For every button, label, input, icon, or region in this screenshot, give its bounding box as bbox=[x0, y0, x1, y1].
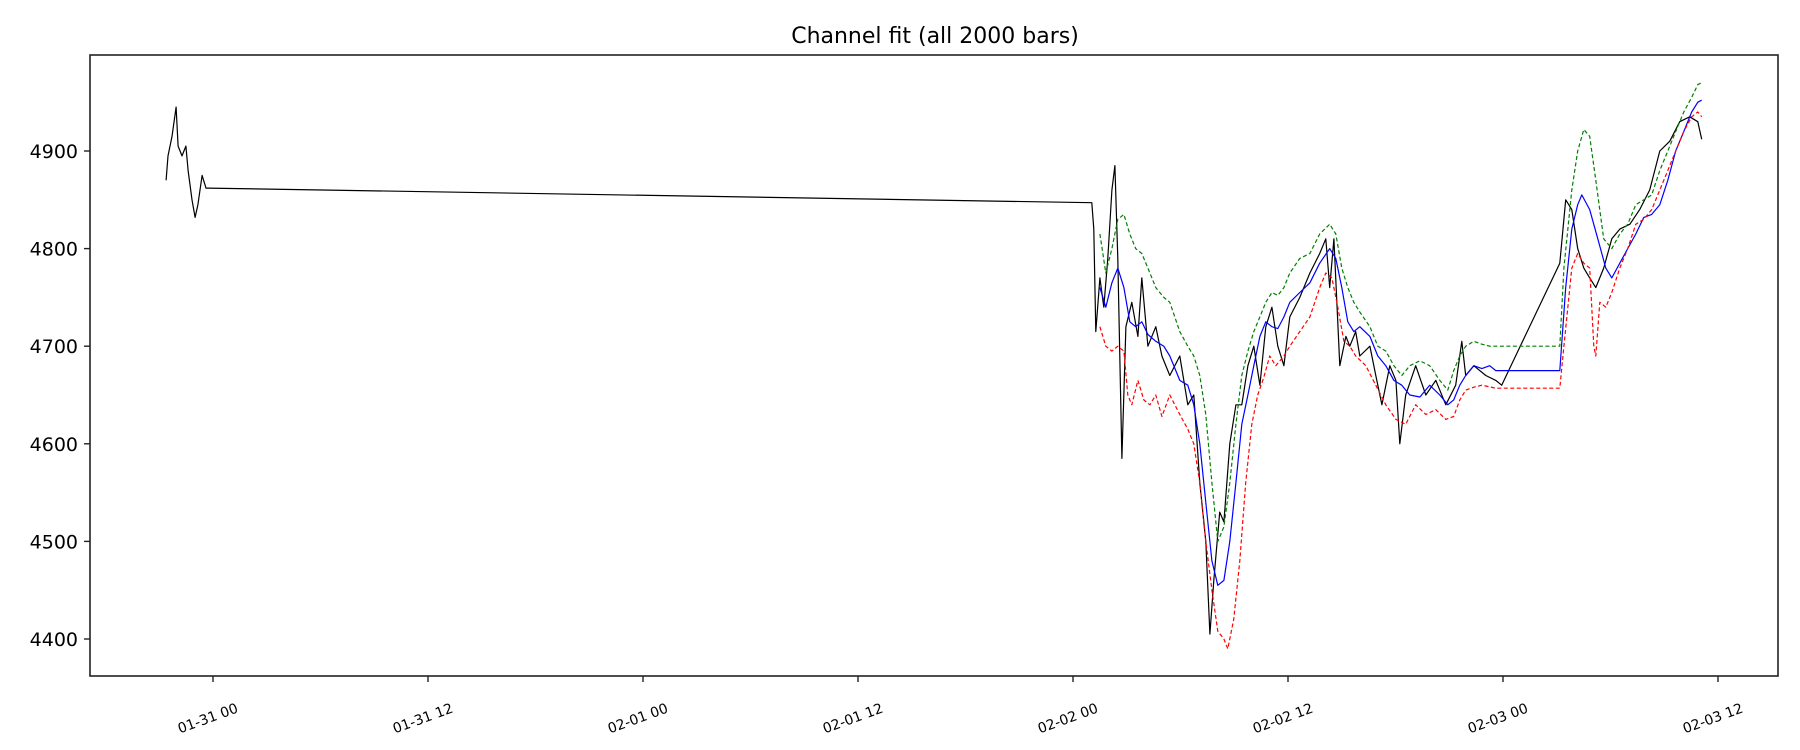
y-tick-label: 4600 bbox=[30, 434, 78, 456]
y-tick-label: 4500 bbox=[30, 531, 78, 553]
series-channel-mid bbox=[1099, 99, 1702, 586]
y-tick-label: 4800 bbox=[30, 239, 78, 261]
y-tick-label: 4400 bbox=[30, 629, 78, 651]
y-tick-label: 4700 bbox=[30, 336, 78, 358]
plot-frame bbox=[89, 54, 1779, 677]
series-price bbox=[165, 106, 1703, 635]
series-layer bbox=[165, 82, 1703, 650]
y-axis: 4400 4500 4600 4700 4800 4900 bbox=[30, 141, 90, 651]
series-channel-lower bbox=[1099, 111, 1703, 650]
chart-title: Channel fit (all 2000 bars) bbox=[791, 24, 1079, 49]
series-channel-upper bbox=[1099, 82, 1702, 543]
y-tick-label: 4900 bbox=[30, 141, 78, 163]
